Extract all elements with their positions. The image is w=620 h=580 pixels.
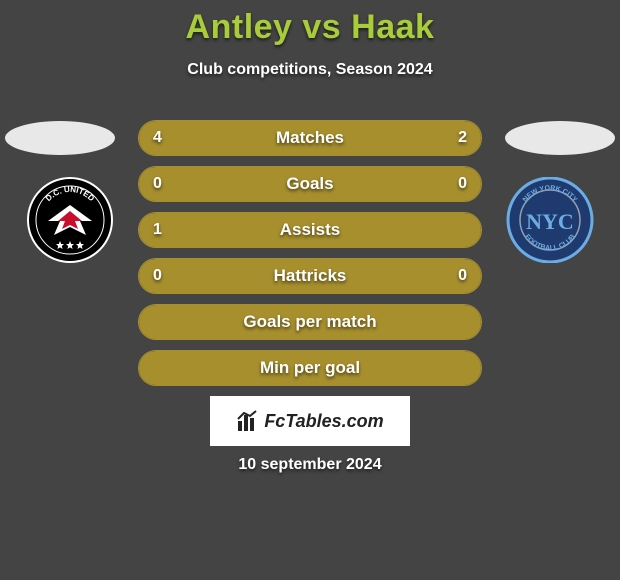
- stat-value-right: 0: [458, 167, 467, 201]
- stat-value-left: 1: [153, 213, 162, 247]
- stat-label: Goals: [139, 167, 481, 201]
- stat-value-left: 4: [153, 121, 162, 155]
- nycfc-icon: NEW YORK CITY FOOTBALL CLUB NYC: [500, 177, 600, 263]
- brand-box: FcTables.com: [210, 396, 410, 446]
- stat-label: Matches: [139, 121, 481, 155]
- stat-value-left: 0: [153, 167, 162, 201]
- stats-panel: 4 Matches 2 0 Goals 0 1 Assists 0 Hattri…: [138, 120, 482, 396]
- stat-row-matches: 4 Matches 2: [138, 120, 482, 156]
- stat-label: Hattricks: [139, 259, 481, 293]
- player-photo-left: [5, 121, 115, 155]
- svg-text:NYC: NYC: [526, 209, 574, 234]
- stat-row-assists: 1 Assists: [138, 212, 482, 248]
- chart-icon: [236, 409, 260, 433]
- stat-value-right: 0: [458, 259, 467, 293]
- stat-row-goals: 0 Goals 0: [138, 166, 482, 202]
- stat-row-min-per-goal: Min per goal: [138, 350, 482, 386]
- player-photo-right: [505, 121, 615, 155]
- page-title: Antley vs Haak: [0, 8, 620, 47]
- stat-row-goals-per-match: Goals per match: [138, 304, 482, 340]
- stat-value-right: 2: [458, 121, 467, 155]
- footer-date: 10 september 2024: [0, 456, 620, 474]
- comparison-infographic: Antley vs Haak Club competitions, Season…: [0, 0, 620, 580]
- stat-row-hattricks: 0 Hattricks 0: [138, 258, 482, 294]
- subtitle: Club competitions, Season 2024: [0, 61, 620, 79]
- brand-text: FcTables.com: [264, 411, 383, 432]
- stat-value-left: 0: [153, 259, 162, 293]
- stat-label: Assists: [139, 213, 481, 247]
- club-badge-left: D.C. UNITED: [20, 177, 120, 263]
- stat-label: Min per goal: [139, 351, 481, 385]
- stat-label: Goals per match: [139, 305, 481, 339]
- dc-united-icon: D.C. UNITED: [20, 177, 120, 263]
- club-badge-right: NEW YORK CITY FOOTBALL CLUB NYC: [500, 177, 600, 263]
